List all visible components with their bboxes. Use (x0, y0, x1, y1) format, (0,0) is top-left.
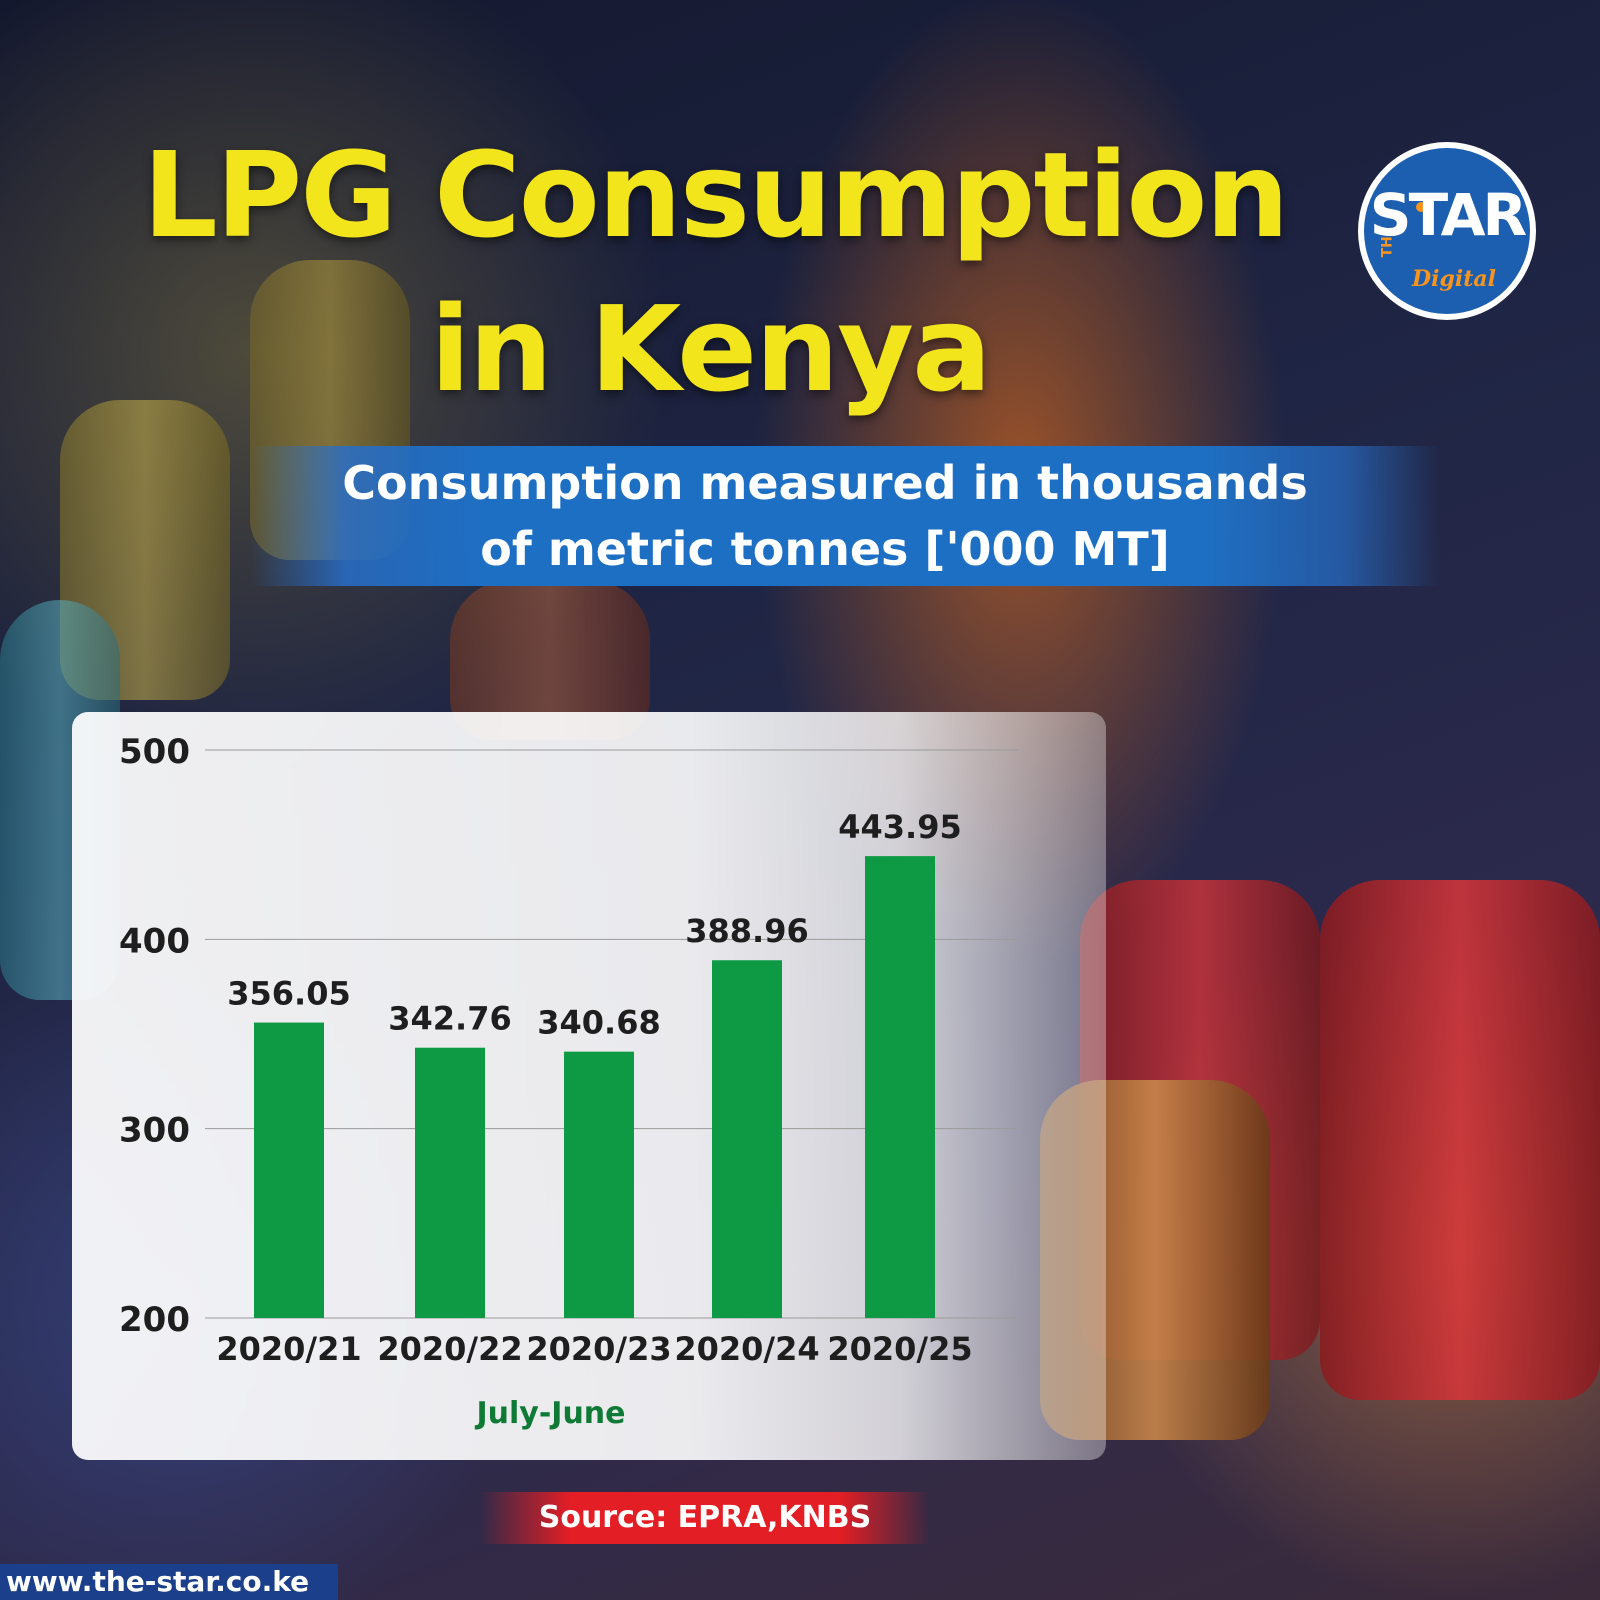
subtitle-line1: Consumption measured in thousands (342, 456, 1308, 510)
y-tick-label: 400 (119, 921, 190, 961)
page-title-line2: in Kenya (430, 280, 991, 418)
y-tick-label: 500 (119, 732, 190, 772)
bar (415, 1047, 485, 1318)
logo-star-dot (1416, 202, 1426, 212)
y-axis-ticks: 200 300 400 500 (119, 732, 190, 1340)
x-axis-label: July-June (474, 1396, 625, 1431)
bar (865, 856, 935, 1318)
page-title-line1: LPG Consumption (142, 126, 1290, 264)
x-tick-label: 2020/21 (216, 1330, 361, 1368)
source-label: Source: EPRA,KNBS (480, 1492, 930, 1544)
x-tick-label: 2020/24 (674, 1330, 819, 1368)
y-tick-label: 300 (119, 1111, 190, 1151)
bar-value-label: 340.68 (537, 1004, 660, 1042)
x-axis-ticks: 2020/21 2020/22 2020/23 2020/24 2020/25 (216, 1330, 972, 1368)
x-tick-label: 2020/22 (377, 1330, 522, 1368)
bar (712, 960, 782, 1318)
bar-value-label: 342.76 (388, 1000, 511, 1038)
cylinder-decoration (1320, 880, 1600, 1400)
logo-star-text: STAR (1369, 181, 1527, 249)
x-tick-label: 2020/23 (526, 1330, 671, 1368)
logo-digital-text: Digital (1412, 266, 1496, 292)
the-star-logo: THE STAR Digital (1358, 142, 1536, 320)
bar-value-label: 356.05 (227, 975, 350, 1013)
x-tick-label: 2020/25 (827, 1330, 972, 1368)
subtitle-line2: of metric tonnes ['000 MT] (480, 522, 1170, 576)
bar-value-label: 388.96 (685, 912, 808, 950)
bar-value-label: 443.95 (838, 808, 961, 846)
website-url: www.the-star.co.ke (0, 1564, 338, 1600)
bar (254, 1022, 324, 1318)
value-labels: 356.05 342.76 340.68 388.96 443.95 (227, 808, 961, 1042)
logo-circle (1364, 148, 1530, 314)
bars (254, 856, 935, 1318)
y-tick-label: 200 (119, 1300, 190, 1340)
bar (564, 1051, 634, 1318)
subtitle-band (250, 446, 1440, 586)
